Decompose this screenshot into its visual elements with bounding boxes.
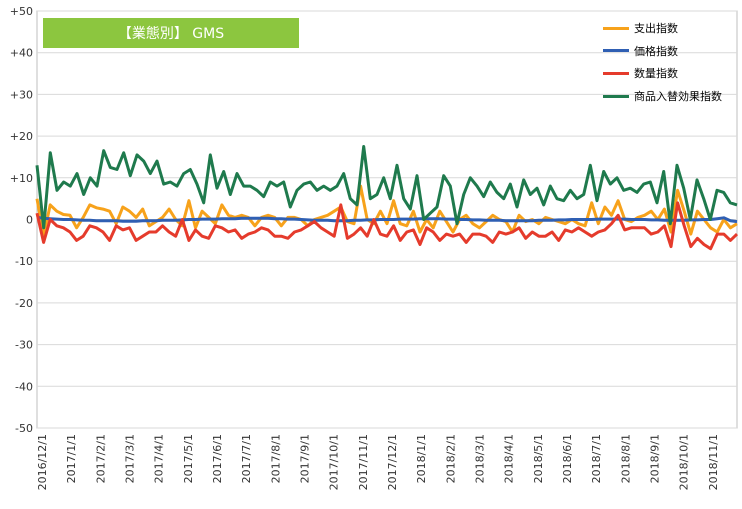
legend-item: 数量指数 <box>603 62 722 85</box>
x-tick-label: 2018/2/1 <box>444 434 457 483</box>
y-tick-label: +20 <box>10 130 33 143</box>
chart-title-box: 【業態別】 GMS <box>43 18 299 48</box>
legend-label: 商品入替効果指数 <box>634 90 722 104</box>
x-tick-label: 2017/10/1 <box>328 434 341 490</box>
y-axis: +50 +40 +30 +20 +10 0 -10 -20 -30 -40 -50 <box>10 5 33 435</box>
y-tick-label: +50 <box>10 5 33 18</box>
y-tick-label: -30 <box>15 339 33 352</box>
x-tick-label: 2017/6/1 <box>211 434 224 483</box>
series-line-0 <box>35 184 738 238</box>
x-tick-label: 2018/5/1 <box>532 434 545 483</box>
y-tick-label: +10 <box>10 172 33 185</box>
x-tick-label: 2018/3/1 <box>474 434 487 483</box>
series-line-2 <box>35 201 739 251</box>
legend-item: 支出指数 <box>603 17 722 40</box>
legend-label: 数量指数 <box>634 67 678 81</box>
x-tick-label: 2017/1/1 <box>65 434 78 483</box>
x-tick-label: 2017/5/1 <box>182 434 195 483</box>
y-tick-label: -10 <box>15 255 33 268</box>
x-tick-label: 2018/9/1 <box>649 434 662 483</box>
x-tick-label: 2017/12/1 <box>386 434 399 490</box>
x-tick-label: 2017/3/1 <box>124 434 137 483</box>
legend-item: 商品入替効果指数 <box>603 85 722 108</box>
series-line-3 <box>35 145 738 230</box>
chart-title: 【業態別】 GMS <box>117 26 225 42</box>
x-tick-label: 2018/4/1 <box>503 434 516 483</box>
x-tick-label: 2018/11/1 <box>707 434 720 490</box>
y-tick-label: -50 <box>15 422 33 435</box>
series-line-1 <box>36 215 738 224</box>
x-tick-label: 2018/1/1 <box>415 434 428 483</box>
y-tick-label: +40 <box>10 47 33 60</box>
x-axis: 2016/12/1 2017/1/1 2017/2/1 2017/3/1 2017/4/… <box>36 434 720 490</box>
series-lines <box>35 145 739 251</box>
x-tick-label: 2018/8/1 <box>619 434 632 483</box>
legend-label: 価格指数 <box>634 44 678 58</box>
legend-item: 価格指数 <box>603 40 722 63</box>
legend: 支出指数価格指数数量指数商品入替効果指数 <box>603 17 722 107</box>
y-tick-label: -20 <box>15 297 33 310</box>
x-tick-label: 2017/8/1 <box>269 434 282 483</box>
legend-swatch <box>603 26 629 30</box>
legend-swatch <box>603 94 629 98</box>
x-tick-label: 2018/10/1 <box>678 434 691 490</box>
x-tick-label: 2018/6/1 <box>561 434 574 483</box>
x-tick-label: 2017/4/1 <box>153 434 166 483</box>
x-tick-label: 2017/11/1 <box>357 434 370 490</box>
y-tick-label: +30 <box>10 88 33 101</box>
x-tick-label: 2018/7/1 <box>590 434 603 483</box>
x-tick-label: 2017/7/1 <box>240 434 253 483</box>
x-tick-label: 2017/9/1 <box>299 434 312 483</box>
x-tick-label: 2017/2/1 <box>94 434 107 483</box>
y-tick-label: -40 <box>15 380 33 393</box>
legend-swatch <box>603 71 629 75</box>
legend-label: 支出指数 <box>634 22 678 36</box>
legend-swatch <box>603 49 629 53</box>
gridlines <box>36 10 738 429</box>
y-tick-label: 0 <box>26 214 33 227</box>
x-tick-label: 2016/12/1 <box>36 434 49 490</box>
